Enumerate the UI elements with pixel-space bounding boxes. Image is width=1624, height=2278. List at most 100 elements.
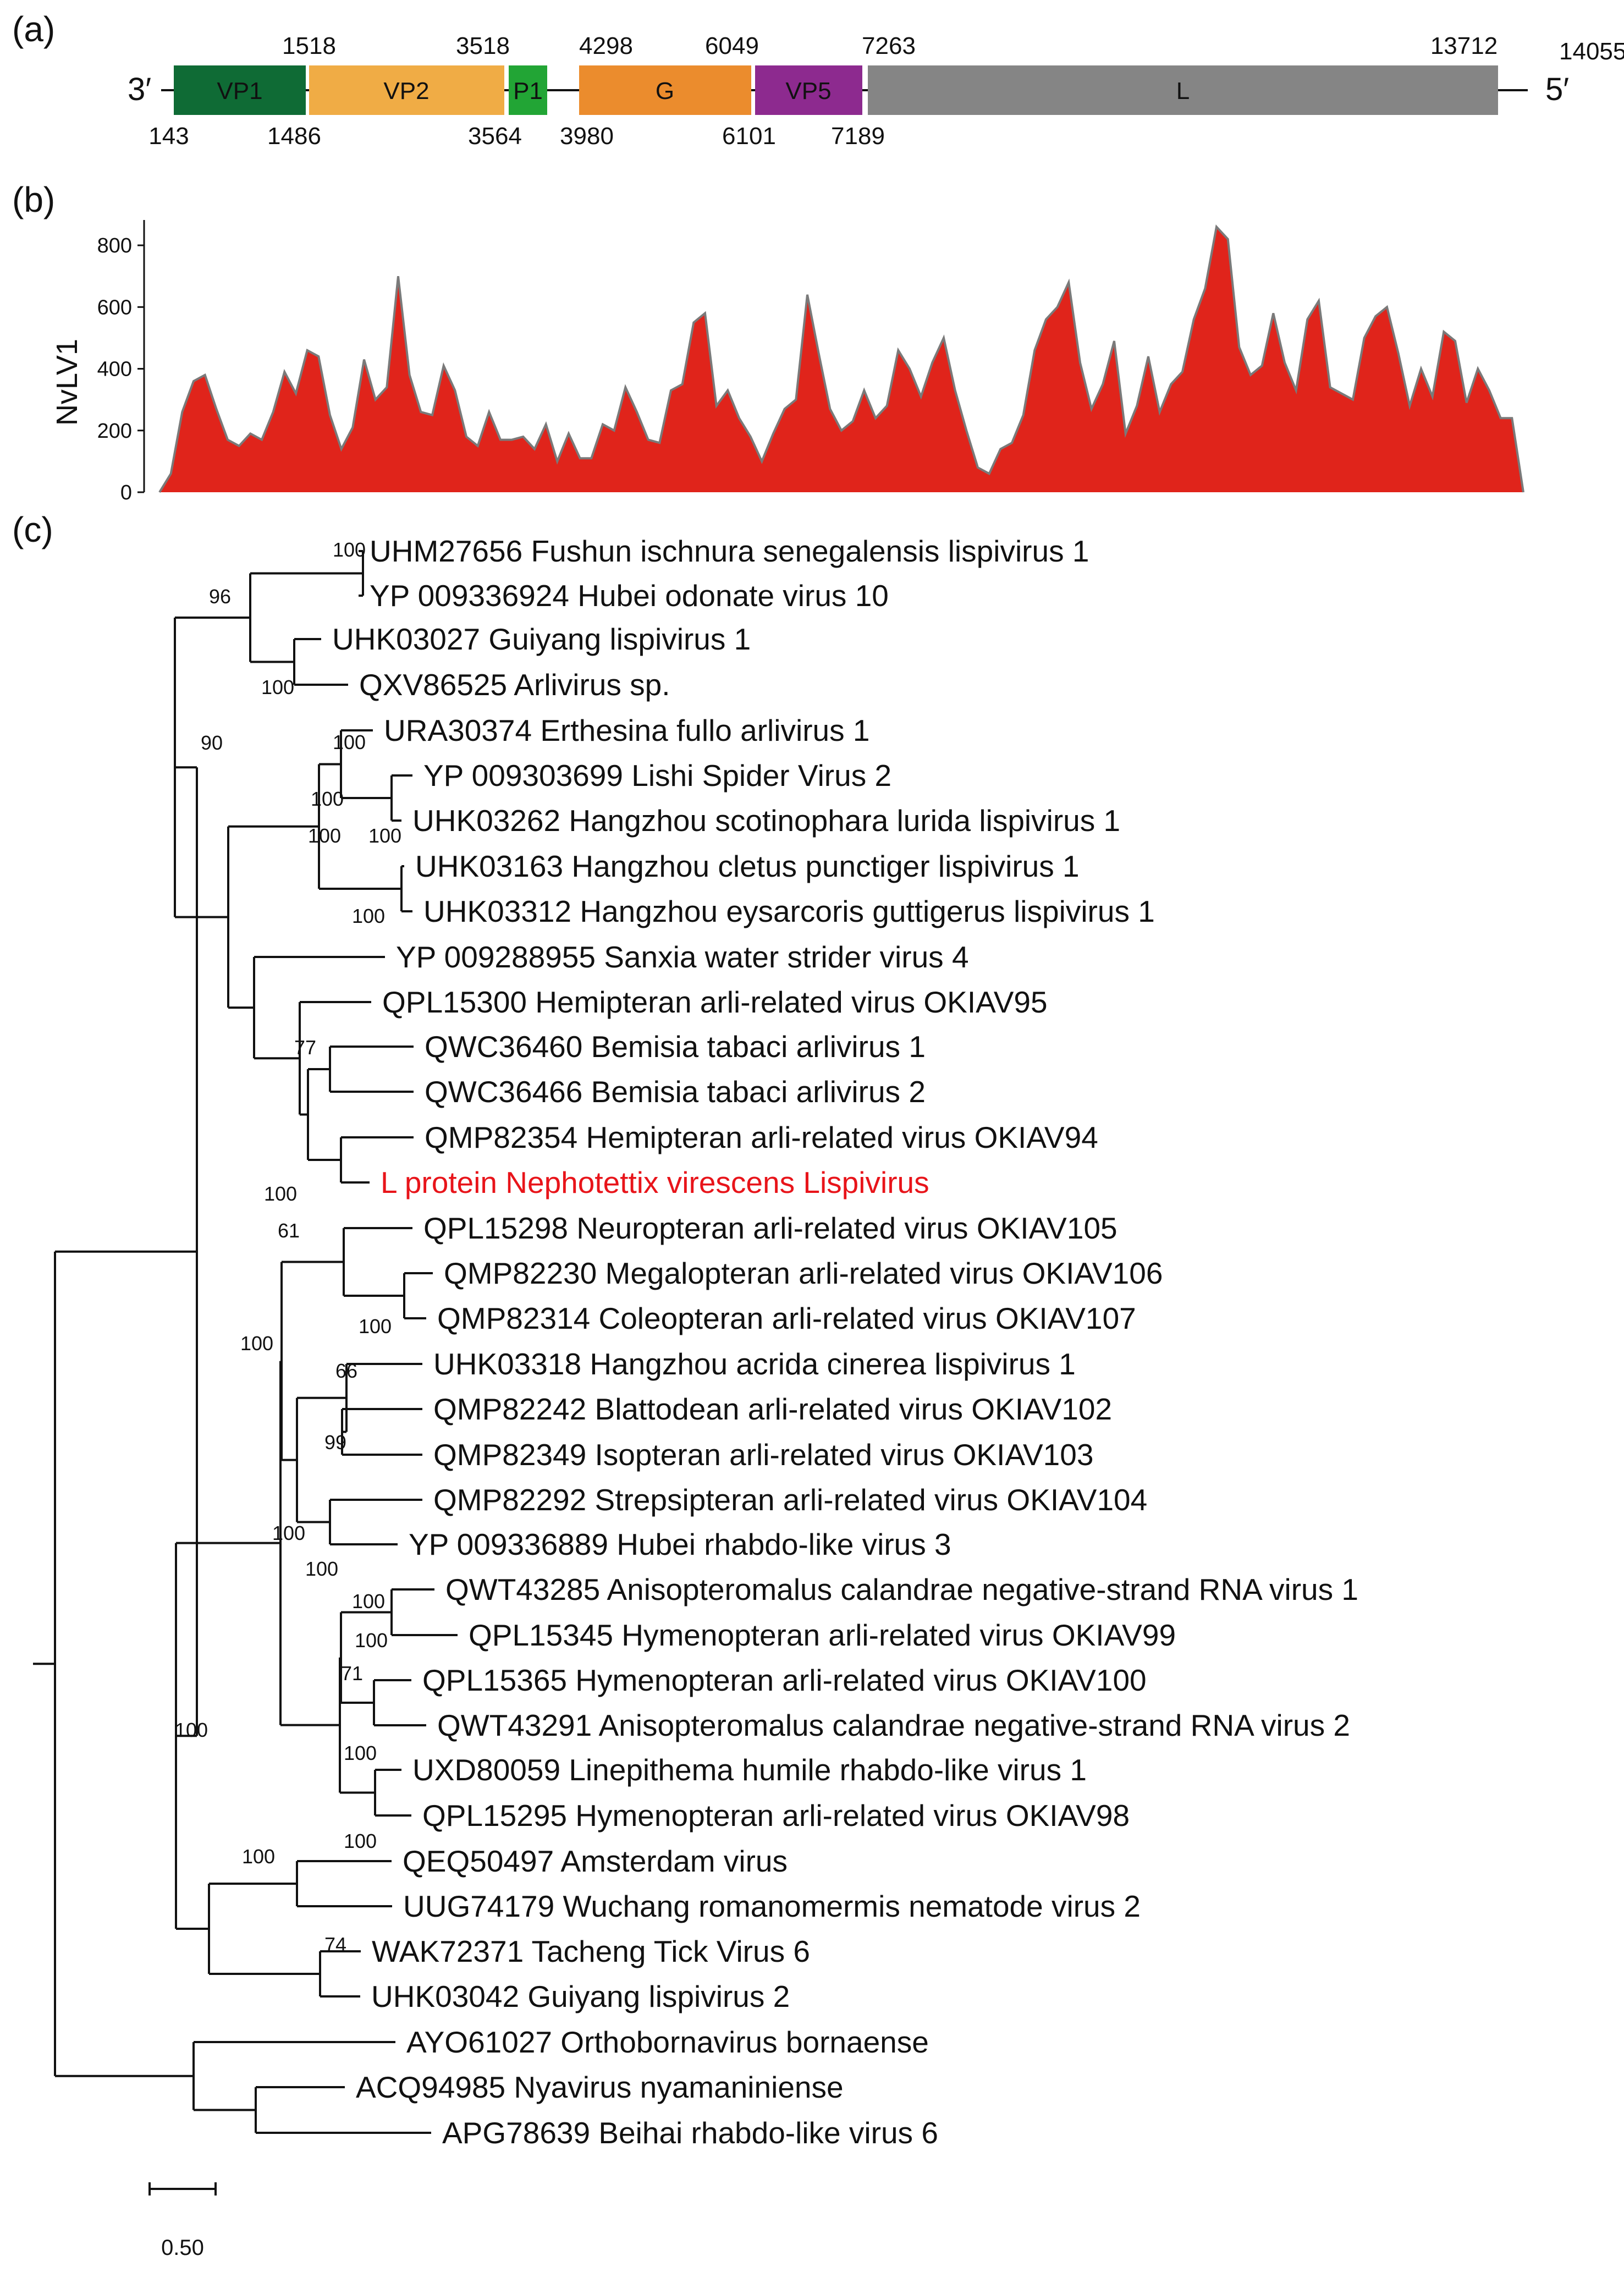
pos-bottom-1486: 1486 (267, 123, 321, 150)
pos-top-6049: 6049 (705, 32, 759, 59)
bootstrap-value: 90 (201, 731, 223, 754)
tree-leaf: UHK03262 Hangzhou scotinophara lurida li… (412, 804, 1120, 838)
tree-leaf: QMP82292 Strepsipteran arli-related viru… (433, 1483, 1147, 1517)
gene-p1: P1 (509, 65, 547, 115)
gene-label-l: L (1176, 78, 1190, 104)
gene-box-vp1 (174, 65, 306, 115)
tree-leaf: QPL15345 Hymenopteran arli-related virus… (469, 1618, 1176, 1652)
coverage-tick-label: 200 (97, 420, 132, 443)
tree-leaf: URA30374 Erthesina fullo arlivirus 1 (384, 713, 870, 747)
pos-top-13712: 13712 (1430, 32, 1498, 59)
bootstrap-value: 100 (175, 1719, 208, 1741)
bootstrap-value: 100 (272, 1522, 305, 1544)
gene-vp5: VP5 (755, 65, 862, 115)
pos-top-3518: 3518 (456, 32, 510, 59)
bootstrap-value: 100 (359, 1315, 392, 1338)
bootstrap-value: 66 (335, 1360, 357, 1382)
gene-label-p1: P1 (513, 78, 543, 104)
pos-bottom-3564: 3564 (468, 123, 522, 150)
phylogenetic-tree: UHM27656 Fushun ischnura senegalensis li… (33, 534, 1358, 2260)
gene-l: L (868, 65, 1498, 115)
gene-label-vp5: VP5 (785, 78, 831, 104)
tree-leaf-highlighted: L protein Nephotettix virescens Lispivir… (381, 1165, 929, 1199)
tree-leaf: APG78639 Beihai rhabdo-like virus 6 (442, 2116, 938, 2150)
tree-leaf: WAK72371 Tacheng Tick Virus 6 (372, 1934, 810, 1968)
gene-box-vp5 (755, 65, 862, 115)
scale-bar: 0.50 (148, 2182, 217, 2260)
coverage-ylabel: NvLV1 (51, 339, 84, 426)
panel-label-b: (b) (12, 180, 55, 219)
bootstrap-value: 100 (352, 905, 385, 927)
tree-leaf: QMP82354 Hemipteran arli-related virus O… (425, 1120, 1098, 1154)
tree-leaf: QXV86525 Arlivirus sp. (359, 668, 670, 702)
bootstrap-value: 100 (311, 788, 344, 810)
tree-leaves: UHM27656 Fushun ischnura senegalensis li… (332, 534, 1358, 2150)
tree-leaf: QMP82242 Blattodean arli-related virus O… (433, 1392, 1112, 1426)
tree-leaf: UHM27656 Fushun ischnura senegalensis li… (370, 534, 1089, 568)
pos-bottom-3980: 3980 (560, 123, 614, 150)
gene-box-l (868, 65, 1498, 115)
bootstrap-value: 61 (278, 1219, 300, 1242)
bootstrap-value: 100 (264, 1182, 297, 1205)
bootstrap-value: 100 (308, 824, 341, 847)
tree-leaf: QWT43285 Anisopteromalus calandrae negat… (445, 1572, 1358, 1606)
pos-bottom-143: 143 (148, 123, 189, 150)
panel-label-a: (a) (12, 9, 55, 49)
scale-bar-label: 0.50 (161, 2236, 204, 2260)
pos-top-1518: 1518 (282, 32, 336, 59)
coverage-area (159, 227, 1523, 492)
coverage-line (158, 224, 1524, 493)
coverage-ticks: 0 200 400 600 800 (97, 234, 144, 504)
gene-label-vp1: VP1 (217, 78, 262, 104)
bootstrap-value: 100 (344, 1742, 377, 1764)
genome-end-3prime: 3′ (128, 71, 151, 107)
tree-leaf: QWC36466 Bemisia tabaci arlivirus 2 (425, 1075, 926, 1109)
pos-top-7263: 7263 (862, 32, 916, 59)
tree-leaf: UHK03163 Hangzhou cletus punctiger lispi… (415, 849, 1080, 883)
bootstrap-value: 100 (344, 1830, 377, 1852)
bootstrap-value: 100 (305, 1558, 338, 1580)
pos-bottom-6101: 6101 (722, 123, 776, 150)
bootstrap-value: 100 (333, 731, 366, 753)
tree-leaf: QMP82230 Megalopteran arli-related virus… (444, 1256, 1163, 1290)
tree-branches (33, 550, 458, 2134)
tree-leaf: UHK03027 Guiyang lispivirus 1 (332, 622, 751, 656)
tree-leaf: QMP82314 Coleopteran arli-related virus … (437, 1301, 1136, 1335)
gene-label-vp2: VP2 (383, 78, 429, 104)
bootstrap-value: 74 (324, 1933, 346, 1956)
gene-g: G (579, 65, 751, 115)
bootstrap-value: 77 (294, 1036, 316, 1059)
genome-end-5prime: 5′ (1545, 71, 1569, 107)
tree-leaf: QWC36460 Bemisia tabaci arlivirus 1 (425, 1030, 926, 1064)
tree-leaf: UHK03042 Guiyang lispivirus 2 (371, 1979, 790, 2013)
bootstrap-value: 100 (352, 1590, 385, 1613)
bootstrap-value: 71 (341, 1662, 363, 1685)
pos-top-4298: 4298 (579, 32, 633, 59)
bootstrap-value: 100 (333, 538, 366, 561)
gene-box-vp2 (309, 65, 504, 115)
genome-map: 3′ 5′ 14055 VP1 VP2 P1 G VP5 L 1518 (128, 32, 1624, 150)
gene-label-g: G (656, 78, 674, 104)
tree-leaf: YP 009336924 Hubei odonate virus 10 (370, 579, 889, 613)
tree-leaf: UHK03312 Hangzhou eysarcoris guttigerus … (423, 894, 1155, 928)
coverage-tick-label: 0 (120, 481, 132, 504)
genome-length-label: 14055 (1559, 38, 1624, 65)
coverage-plot: NvLV1 0 200 400 600 800 (51, 220, 1524, 504)
tree-leaf: QPL15365 Hymenopteran arli-related virus… (422, 1663, 1147, 1697)
tree-leaf: YP 009288955 Sanxia water strider virus … (396, 940, 969, 974)
coverage-tick-label: 600 (97, 296, 132, 319)
tree-leaf: QPL15300 Hemipteran arli-related virus O… (382, 985, 1048, 1019)
bootstrap-value: 100 (261, 676, 294, 698)
tree-leaf: QWT43291 Anisopteromalus calandrae negat… (437, 1708, 1350, 1742)
tree-leaf: ACQ94985 Nyavirus nyamaniniense (356, 2070, 844, 2104)
tree-leaf: QMP82349 Isopteran arli-related virus OK… (433, 1438, 1093, 1472)
tree-leaf: QEQ50497 Amsterdam virus (403, 1844, 788, 1878)
tree-leaf: YP 009303699 Lishi Spider Virus 2 (423, 758, 891, 793)
bootstrap-value: 100 (368, 824, 401, 847)
tree-leaf: UHK03318 Hangzhou acrida cinerea lispivi… (433, 1347, 1076, 1381)
bootstrap-value: 100 (240, 1332, 273, 1355)
bootstrap-value: 100 (355, 1629, 388, 1652)
coverage-tick-label: 400 (97, 358, 132, 381)
